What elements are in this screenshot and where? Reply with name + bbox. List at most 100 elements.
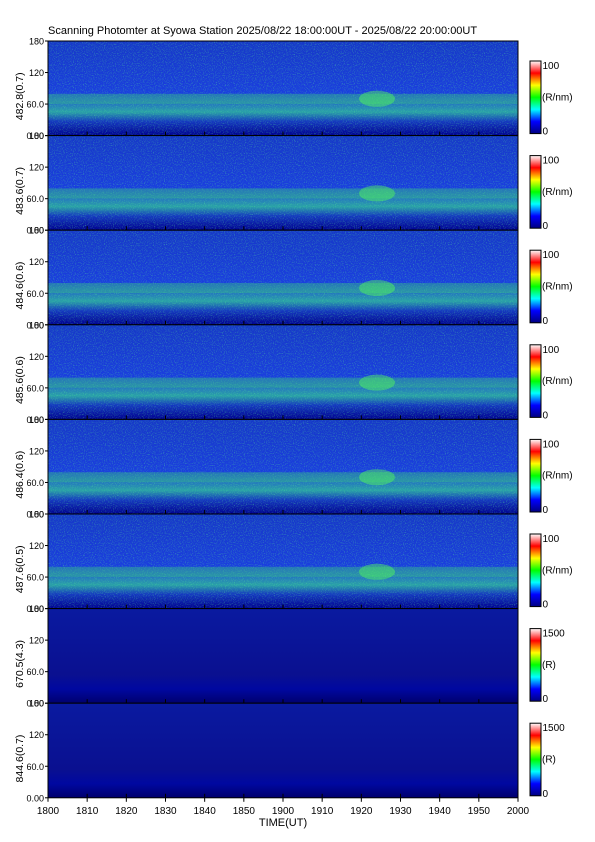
y-tick-label: 180 — [29, 131, 44, 141]
y-tick-label: 120 — [29, 636, 44, 646]
colorbar-min-label: 0 — [543, 694, 549, 705]
colorbar-min-label: 0 — [543, 316, 549, 327]
colorbar-min-label: 0 — [543, 410, 549, 421]
y-tick-label: 120 — [29, 257, 44, 267]
channel-label: 486.4(0.6) — [14, 451, 26, 499]
x-tick-label: 1930 — [389, 806, 412, 817]
x-tick-label: 1820 — [115, 806, 138, 817]
colorbar — [529, 722, 542, 797]
emission-patch — [359, 469, 395, 486]
panel-noise — [48, 41, 518, 136]
panel-noise — [48, 230, 518, 325]
x-tick-label: 1900 — [272, 806, 295, 817]
colorbar — [529, 628, 542, 702]
y-tick-label: 0.00 — [26, 699, 44, 709]
colorbar — [529, 60, 542, 135]
y-tick-label: 0.00 — [26, 793, 44, 803]
colorbar-max-label: 1500 — [543, 629, 566, 640]
colorbar-unit-label: (R/nm) — [542, 282, 573, 293]
y-tick-label: 0.00 — [26, 131, 44, 141]
colorbar-min-label: 0 — [543, 221, 549, 232]
channel-label: 485.6(0.6) — [14, 356, 26, 404]
y-tick-label: 180 — [29, 37, 44, 47]
colorbar — [529, 438, 542, 513]
colorbar-unit-label: (R/nm) — [542, 471, 573, 482]
colorbar-min-label: 0 — [543, 600, 549, 611]
colorbar-unit-label: (R/nm) — [542, 565, 573, 576]
colorbar-max-label: 1500 — [543, 723, 566, 734]
panel-noise — [48, 324, 518, 420]
y-tick-label: 180 — [29, 604, 44, 614]
channel-label: 487.6(0.5) — [14, 545, 26, 593]
colorbar — [529, 249, 542, 324]
y-tick-label: 60.0 — [26, 194, 44, 204]
x-tick-label: 1810 — [76, 806, 99, 817]
colorbar-unit-label: (R/nm) — [542, 92, 573, 103]
y-tick-label: 0.00 — [26, 415, 44, 425]
y-tick-label: 180 — [29, 510, 44, 520]
y-tick-label: 120 — [29, 352, 44, 362]
channel-label: 482.8(0.7) — [14, 72, 26, 120]
x-tick-label: 1840 — [194, 806, 217, 817]
heatmap-panel: 180 120 60.0 0.00 487.6(0.5) 100 0 (R/nm) — [14, 510, 573, 615]
y-tick-label: 120 — [29, 68, 44, 78]
heatmap-panel: 180 120 60.0 0.00 483.6(0.7) 100 0 (R/nm) — [14, 131, 573, 236]
y-tick-label: 60.0 — [26, 573, 44, 583]
page-title: Scanning Photomter at Syowa Station 2025… — [48, 25, 478, 37]
emission-band — [48, 188, 518, 199]
colorbar-min-label: 0 — [543, 505, 549, 516]
y-tick-label: 180 — [29, 415, 44, 425]
panel-noise — [48, 135, 518, 231]
y-tick-label: 0.00 — [26, 320, 44, 330]
emission-band — [48, 566, 518, 577]
x-axis-label: TIME(UT) — [259, 817, 307, 829]
panel-image — [48, 703, 518, 798]
x-tick-label: 1850 — [233, 806, 256, 817]
panel-image — [48, 608, 518, 704]
heatmap-panel: 180 120 60.0 0.00 485.6(0.6) 100 0 (R/nm) — [14, 320, 573, 425]
heatmap-panel: 180 120 60.0 0.00 486.4(0.6) 100 0 (R/nm) — [14, 415, 573, 520]
colorbar-max-label: 100 — [543, 156, 560, 167]
heatmap-panel: 180 120 60.0 0.00 670.5(4.3) 1500 0 (R) — [14, 604, 565, 709]
y-tick-label: 120 — [29, 541, 44, 551]
panel-noise — [48, 419, 518, 514]
emission-patch — [359, 280, 395, 297]
y-tick-label: 0.00 — [26, 510, 44, 520]
emission-patch — [359, 374, 395, 391]
colorbar — [529, 155, 542, 229]
y-tick-label: 180 — [29, 699, 44, 709]
channel-label: 670.5(4.3) — [14, 640, 26, 688]
x-tick-label: 1950 — [468, 806, 491, 817]
y-tick-label: 120 — [29, 163, 44, 173]
y-tick-label: 120 — [29, 730, 44, 740]
x-tick-label: 2000 — [507, 806, 530, 817]
y-tick-label: 0.00 — [26, 226, 44, 236]
y-tick-label: 60.0 — [26, 762, 44, 772]
heatmap-panel: 180 120 60.0 0.00 482.8(0.7) 100 0 (R/nm) — [14, 37, 573, 142]
emission-patch — [359, 563, 395, 580]
colorbar-min-label: 0 — [543, 127, 549, 138]
y-tick-label: 180 — [29, 320, 44, 330]
colorbar-unit-label: (R/nm) — [542, 187, 573, 198]
y-tick-label: 60.0 — [26, 383, 44, 393]
emission-band — [48, 377, 518, 388]
y-tick-label: 120 — [29, 446, 44, 456]
y-tick-label: 60.0 — [26, 100, 44, 110]
y-tick-label: 60.0 — [26, 478, 44, 488]
channel-label: 484.6(0.6) — [14, 262, 26, 310]
emission-band — [48, 93, 518, 104]
y-tick-label: 0.00 — [26, 604, 44, 614]
emission-patch — [359, 90, 395, 107]
colorbar-unit-label: (R/nm) — [542, 376, 573, 387]
colorbar — [529, 533, 542, 608]
panel-noise — [48, 514, 518, 609]
x-tick-label: 1800 — [37, 806, 60, 817]
colorbar-max-label: 100 — [543, 534, 560, 545]
y-tick-label: 60.0 — [26, 289, 44, 299]
colorbar-unit-label: (R) — [542, 660, 556, 671]
colorbar-unit-label: (R) — [542, 755, 556, 766]
colorbar-max-label: 100 — [543, 345, 560, 356]
